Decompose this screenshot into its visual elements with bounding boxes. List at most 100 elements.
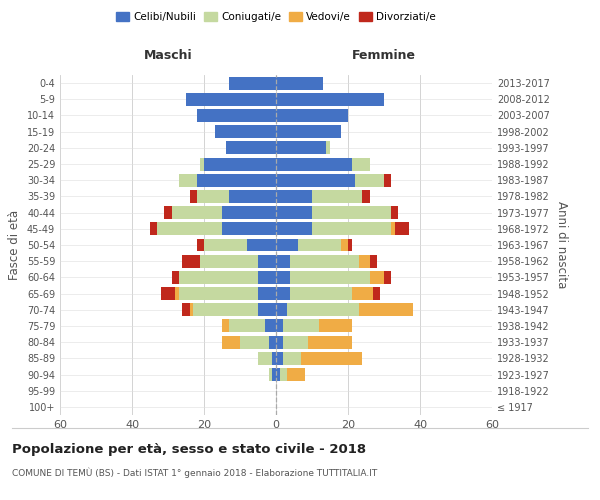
- Bar: [276, 206, 312, 219]
- Bar: [298, 238, 341, 252]
- Bar: [391, 222, 395, 235]
- Bar: [287, 304, 359, 316]
- Bar: [272, 352, 276, 365]
- Bar: [326, 142, 330, 154]
- Bar: [341, 238, 348, 252]
- Bar: [222, 336, 240, 348]
- Bar: [172, 206, 222, 219]
- Bar: [222, 222, 276, 235]
- Bar: [276, 287, 290, 300]
- Bar: [283, 336, 308, 348]
- Bar: [182, 304, 190, 316]
- Bar: [276, 158, 352, 170]
- Bar: [352, 287, 373, 300]
- Bar: [348, 238, 352, 252]
- Bar: [229, 320, 265, 332]
- Text: COMUNE DI TEMÙ (BS) - Dati ISTAT 1° gennaio 2018 - Elaborazione TUTTITALIA.IT: COMUNE DI TEMÙ (BS) - Dati ISTAT 1° genn…: [12, 468, 377, 478]
- Bar: [197, 190, 229, 203]
- Bar: [247, 238, 276, 252]
- Bar: [179, 174, 197, 186]
- Bar: [258, 254, 276, 268]
- Bar: [197, 174, 276, 186]
- Bar: [280, 368, 287, 381]
- Bar: [312, 206, 391, 219]
- Bar: [186, 93, 276, 106]
- Bar: [226, 142, 276, 154]
- Bar: [362, 190, 370, 203]
- Bar: [290, 271, 370, 284]
- Bar: [269, 368, 272, 381]
- Bar: [272, 368, 276, 381]
- Bar: [276, 254, 290, 268]
- Bar: [157, 222, 222, 235]
- Bar: [283, 352, 301, 365]
- Bar: [258, 271, 276, 284]
- Bar: [276, 222, 312, 235]
- Bar: [276, 320, 283, 332]
- Bar: [229, 76, 276, 90]
- Bar: [370, 271, 384, 284]
- Bar: [204, 158, 276, 170]
- Bar: [172, 271, 179, 284]
- Bar: [200, 254, 258, 268]
- Bar: [276, 304, 287, 316]
- Bar: [276, 271, 290, 284]
- Bar: [384, 174, 391, 186]
- Bar: [276, 190, 312, 203]
- Bar: [312, 222, 391, 235]
- Text: Popolazione per età, sesso e stato civile - 2018: Popolazione per età, sesso e stato civil…: [12, 442, 366, 456]
- Bar: [179, 271, 258, 284]
- Bar: [319, 320, 352, 332]
- Bar: [276, 76, 323, 90]
- Bar: [276, 93, 384, 106]
- Y-axis label: Fasce di età: Fasce di età: [8, 210, 21, 280]
- Bar: [197, 109, 276, 122]
- Bar: [258, 304, 276, 316]
- Bar: [276, 109, 348, 122]
- Bar: [190, 304, 193, 316]
- Bar: [215, 125, 276, 138]
- Bar: [355, 174, 384, 186]
- Bar: [352, 158, 370, 170]
- Bar: [301, 352, 362, 365]
- Bar: [190, 190, 197, 203]
- Bar: [258, 352, 272, 365]
- Bar: [229, 190, 276, 203]
- Bar: [164, 206, 172, 219]
- Text: Maschi: Maschi: [143, 49, 193, 62]
- Bar: [395, 222, 409, 235]
- Bar: [359, 254, 370, 268]
- Bar: [276, 238, 298, 252]
- Bar: [200, 158, 204, 170]
- Bar: [308, 336, 352, 348]
- Legend: Celibi/Nubili, Coniugati/e, Vedovi/e, Divorziati/e: Celibi/Nubili, Coniugati/e, Vedovi/e, Di…: [112, 8, 440, 26]
- Bar: [276, 368, 280, 381]
- Bar: [197, 238, 204, 252]
- Bar: [384, 271, 391, 284]
- Bar: [312, 190, 362, 203]
- Bar: [287, 368, 305, 381]
- Bar: [290, 287, 352, 300]
- Bar: [370, 254, 377, 268]
- Bar: [222, 206, 276, 219]
- Bar: [204, 238, 247, 252]
- Bar: [276, 336, 283, 348]
- Bar: [373, 287, 380, 300]
- Bar: [290, 254, 359, 268]
- Text: Femmine: Femmine: [352, 49, 416, 62]
- Bar: [391, 206, 398, 219]
- Bar: [175, 287, 179, 300]
- Bar: [276, 142, 326, 154]
- Bar: [269, 336, 276, 348]
- Bar: [359, 304, 413, 316]
- Bar: [276, 352, 283, 365]
- Bar: [265, 320, 276, 332]
- Bar: [276, 174, 355, 186]
- Y-axis label: Anni di nascita: Anni di nascita: [555, 202, 568, 288]
- Bar: [283, 320, 319, 332]
- Bar: [222, 320, 229, 332]
- Bar: [258, 287, 276, 300]
- Bar: [276, 125, 341, 138]
- Bar: [182, 254, 200, 268]
- Bar: [193, 304, 258, 316]
